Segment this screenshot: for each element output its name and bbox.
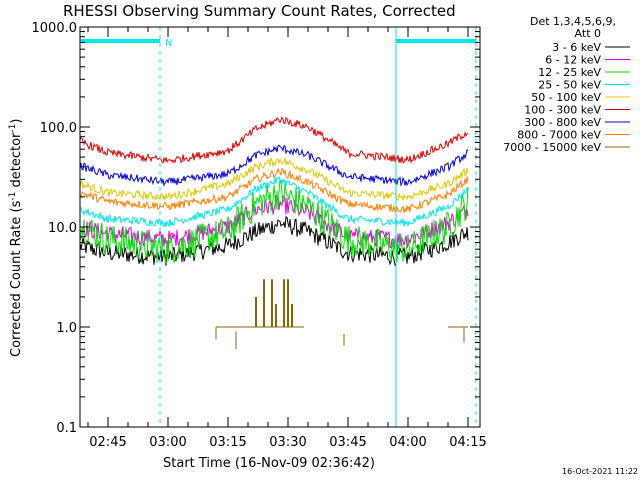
series-line-7: [79, 167, 469, 213]
legend-label: 3 - 6 keV: [552, 41, 601, 54]
x-tick-label: 04:00: [389, 435, 426, 450]
y-axis-ticks: 0.1 1.0 10.0 100.0 1000.0: [32, 21, 480, 436]
legend-label: 50 - 100 keV: [531, 91, 601, 104]
series-line-6: [79, 144, 469, 188]
x-axis-label: Start Time (16-Nov-09 02:36:42): [163, 456, 375, 471]
legend-header-line2: Att 0: [575, 27, 601, 40]
y-tick-label: 0.1: [56, 421, 77, 436]
y-tick-label: 1.0: [56, 321, 77, 336]
legend-label: 25 - 50 keV: [538, 79, 601, 92]
x-tick-label: 03:00: [149, 435, 186, 450]
render-timestamp: 16-Oct-2021 11:22: [562, 467, 638, 476]
legend-label: 6 - 12 keV: [545, 54, 601, 67]
chart-title: RHESSI Observing Summary Count Rates, Co…: [63, 2, 456, 20]
series-line-5: [79, 116, 469, 164]
legend-label: 300 - 800 keV: [524, 116, 601, 129]
period-label: N: [165, 38, 172, 49]
x-tick-label: 03:30: [269, 435, 306, 450]
y-axis-label: Corrected Count Rate (s-1 detector-1): [8, 119, 24, 357]
legend-label: 7000 - 15000 keV: [503, 141, 601, 154]
x-tick-label: 02:45: [89, 435, 126, 450]
series-line-0: [79, 216, 469, 267]
x-tick-label: 03:15: [209, 435, 246, 450]
x-axis-ticks: 02:45 03:00 03:15 03:30 03:45 04:00 04:15: [87, 27, 487, 450]
legend-label: 100 - 300 keV: [524, 104, 601, 117]
y-tick-label: 1000.0: [32, 21, 78, 36]
y-tick-label: 100.0: [40, 121, 77, 136]
series-line-3: [79, 175, 469, 228]
plot-frame: [79, 26, 481, 428]
olive-trace: [215, 279, 468, 350]
legend-header-line1: Det 1,3,4,5,6,9,: [530, 15, 616, 28]
x-tick-label: 03:45: [329, 435, 366, 450]
series-line-4: [79, 156, 469, 202]
legend-label: 12 - 25 keV: [538, 66, 601, 79]
data-traces: [79, 116, 469, 267]
y-tick-label: 10.0: [48, 221, 77, 236]
series-line-2: [79, 179, 469, 264]
x-tick-label: 04:15: [449, 435, 486, 450]
period-markers: N: [79, 27, 477, 427]
legend-label: 800 - 7000 keV: [517, 129, 601, 142]
